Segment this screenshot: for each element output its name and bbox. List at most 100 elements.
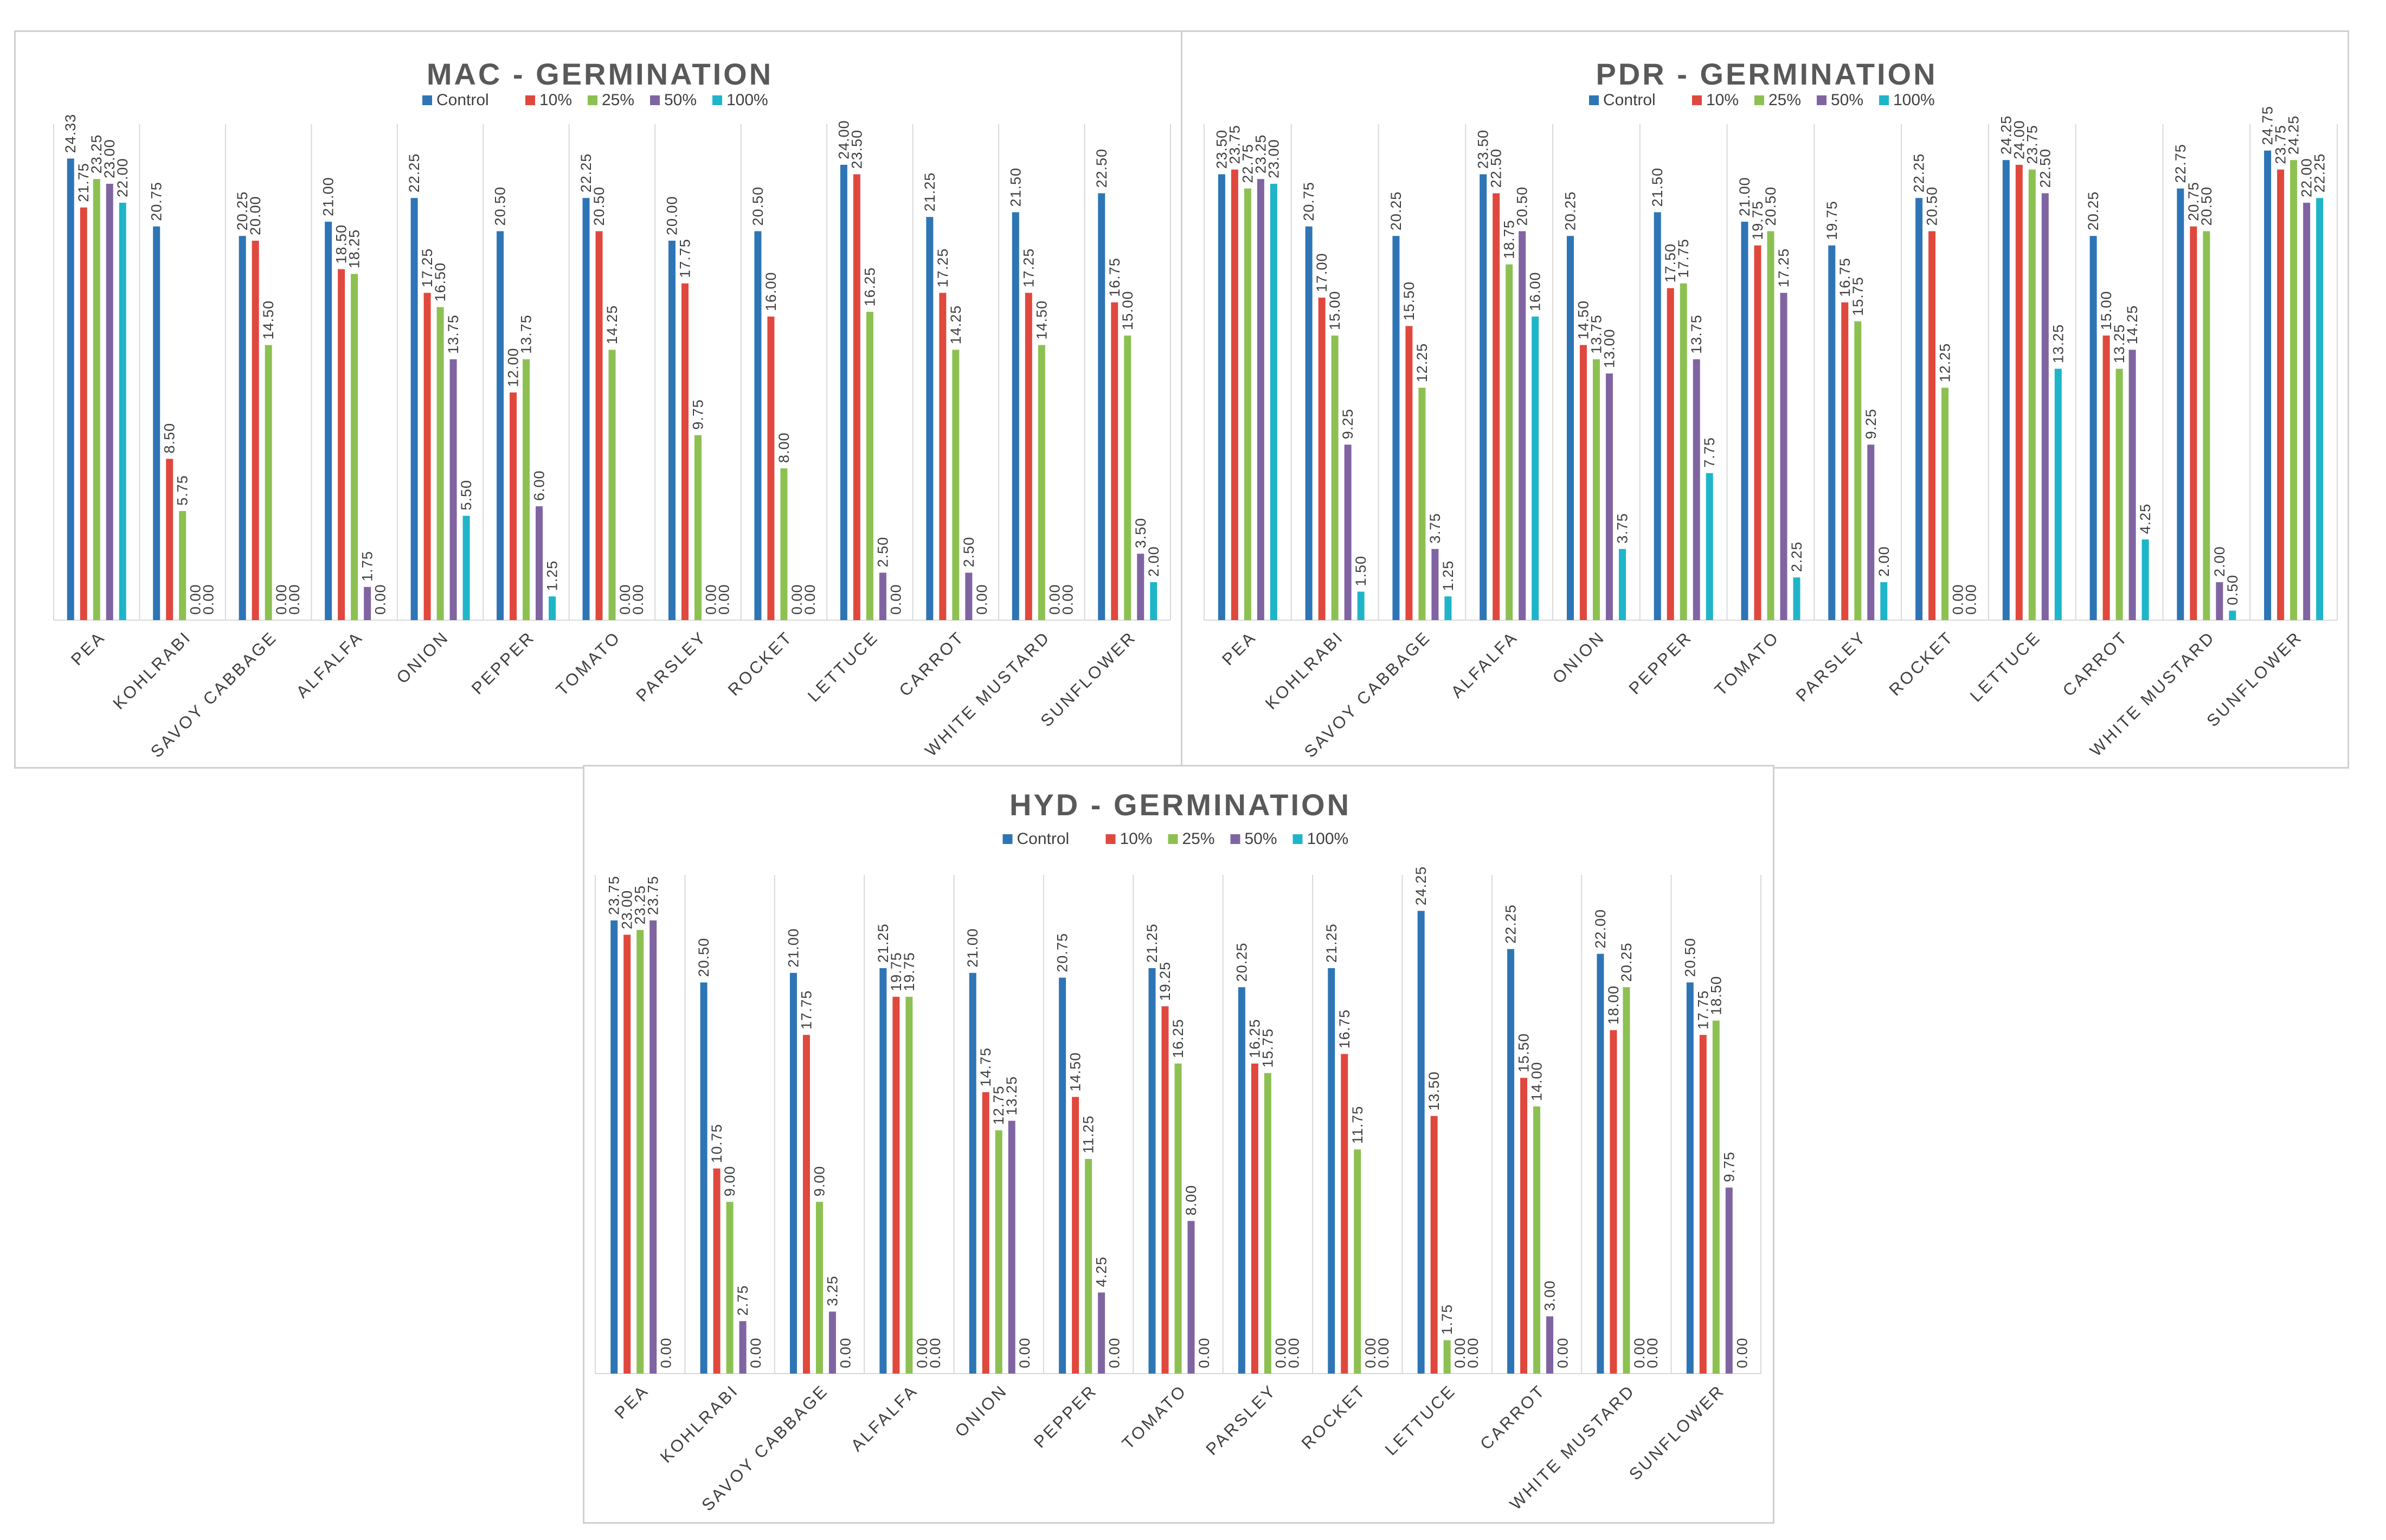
data-label-pepper-100pct: 7.75 [1701,437,1718,468]
bar-pdr-alfalfa-control [1480,174,1487,620]
data-label-tomato-control: 22.25 [578,153,594,193]
bar-pdr-onion-25pct [1592,359,1600,620]
bar-mac-onion-10pct [423,293,431,620]
bar-pdr-sunflower-100pct [2316,198,2324,620]
bar-hyd-onion-10pct [982,1092,989,1374]
data-label-onion-50pct: 13.75 [445,314,461,354]
bar-mac-savoy-cabbage-25pct [265,345,272,620]
data-label-pea-control: 24.33 [62,114,79,153]
bar-mac-pepper-10pct [510,392,517,620]
x-tick-label-pea: PEA [67,627,109,669]
data-label-white-mustard-10pct: 20.75 [2185,182,2202,221]
legend-label-50pct: 50% [1831,91,1863,109]
data-label-kohlrabi-100pct: 1.50 [1353,556,1369,587]
bar-mac-lettuce-50pct [879,572,886,620]
data-label-parsley-100pct: 0.00 [716,584,732,615]
bar-hyd-lettuce-25pct [1443,1340,1451,1374]
legend-swatch-100pct [712,95,722,105]
data-label-alfalfa-25pct: 19.75 [901,952,917,991]
data-label-alfalfa-50pct: 0.00 [914,1337,930,1368]
bar-mac-alfalfa-control [325,222,332,620]
legend-item-control: Control [1589,91,1656,109]
legend-label-100pct: 100% [726,91,768,109]
legend-item-25pct: 25% [1168,830,1215,848]
legend-swatch-50pct [1230,834,1240,844]
x-tick-label-sunflower: SUNFLOWER [1625,1381,1728,1484]
bar-hyd-onion-25pct [995,1130,1002,1374]
data-label-alfalfa-25pct: 18.25 [346,229,363,269]
data-label-lettuce-25pct: 16.25 [861,267,878,307]
bar-mac-tomato-control [582,198,590,620]
bar-mac-pepper-25pct [523,359,530,620]
bar-hyd-tomato-control [1148,968,1156,1374]
legend-item-100pct: 100% [1879,91,1935,109]
bar-hyd-alfalfa-control [879,968,887,1374]
x-tick-label-carrot: CARROT [2059,627,2132,700]
data-label-tomato-50pct: 0.00 [617,584,633,615]
bar-pdr-onion-10pct [1579,345,1587,620]
legend-label-50pct: 50% [1245,830,1277,848]
data-label-alfalfa-control: 23.50 [1475,130,1491,169]
data-label-pea-control: 23.75 [606,875,622,915]
x-tick-label-rocket: ROCKET [724,627,796,699]
data-label-tomato-control: 21.25 [1144,923,1160,963]
bar-mac-kohlrabi-25pct [179,511,186,620]
bar-hyd-tomato-10pct [1161,1006,1169,1374]
data-label-kohlrabi-control: 20.75 [1301,182,1317,221]
data-label-parsley-50pct: 0.00 [703,584,719,615]
bar-mac-carrot-10pct [939,293,947,620]
bar-group-lettuce: 24.25 13.50 1.75 0.000.00 [1413,866,1481,1374]
legend-item-control: Control [1002,830,1069,848]
bar-mac-pea-25pct [93,179,100,620]
bar-mac-sunflower-10pct [1111,302,1118,620]
legend-label-25pct: 25% [1768,91,1801,109]
bar-mac-lettuce-10pct [853,174,860,620]
bar-mac-parsley-10pct [681,283,689,620]
bar-pdr-parsley-control [1828,245,1836,620]
data-label-savoy-cabbage-50pct: 3.75 [1427,513,1443,544]
bar-pdr-lettuce-50pct [2041,193,2049,620]
bar-hyd-white-mustard-control [1597,953,1604,1374]
data-label-parsley-50pct: 0.00 [1272,1337,1289,1368]
bar-hyd-savoy-cabbage-10pct [802,1035,810,1374]
bar-pdr-kohlrabi-50pct [1344,444,1352,620]
chart-panel-mac: MAC - GERMINATION Control 10% 25% 50% 100% 24.… [14,30,1182,769]
data-label-sunflower-10pct: 17.75 [1695,990,1711,1030]
data-label-white-mustard-25pct: 14.50 [1033,300,1050,340]
data-label-pepper-50pct: 13.75 [1688,314,1705,354]
bar-group-rocket: 21.25 16.75 11.75 0.000.00 [1323,923,1392,1374]
data-label-kohlrabi-control: 20.50 [696,938,712,977]
data-label-pepper-50pct: 4.25 [1094,1257,1110,1287]
data-label-pepper-100pct: 0.00 [1107,1337,1123,1368]
data-label-alfalfa-100pct: 0.00 [372,584,389,615]
bar-hyd-kohlrabi-10pct [713,1168,721,1374]
bar-pdr-white-mustard-25pct [2203,231,2210,620]
data-label-parsley-25pct: 15.75 [1259,1028,1276,1068]
data-label-alfalfa-50pct: 1.75 [359,551,376,582]
bar-mac-tomato-25pct [608,350,616,620]
data-label-lettuce-50pct: 22.50 [2037,149,2053,188]
bar-hyd-savoy-cabbage-50pct [828,1311,836,1374]
bar-pdr-kohlrabi-25pct [1331,336,1339,620]
data-label-kohlrabi-10pct: 10.75 [709,1124,725,1163]
bar-hyd-rocket-10pct [1341,1054,1348,1374]
legend-label-10pct: 10% [1706,91,1739,109]
data-label-carrot-10pct: 15.00 [2098,291,2114,330]
bar-pdr-white-mustard-100pct [2229,610,2236,620]
data-label-sunflower-100pct: 0.00 [1734,1337,1750,1368]
data-label-parsley-100pct: 0.00 [1285,1337,1302,1368]
bar-pdr-sunflower-50pct [2303,203,2311,620]
data-label-lettuce-25pct: 1.75 [1439,1304,1455,1335]
data-label-savoy-cabbage-25pct: 12.25 [1414,343,1430,383]
data-label-white-mustard-50pct: 2.00 [2211,546,2228,577]
legend-swatch-100pct [1292,834,1303,844]
